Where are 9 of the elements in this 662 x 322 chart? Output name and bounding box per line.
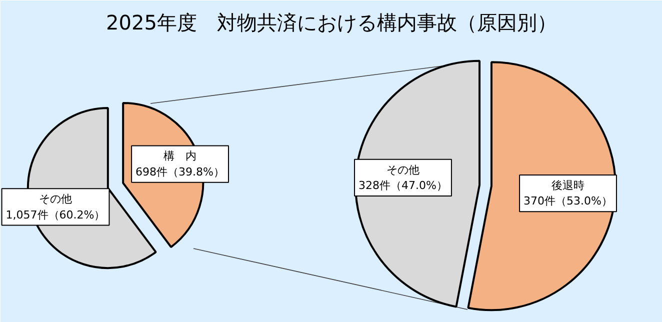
slice-label: その他 [39,192,72,206]
data-label: 1,057件（60.2%） [6,208,106,222]
text: 2025年度 対物共済における構内事故（原因別） [106,10,557,34]
slice-label: 構 内 [164,150,197,163]
slice-label: その他 [386,163,420,176]
slice-label: 後退時 [552,179,585,192]
data-label: 698件（39.8%） [136,165,225,178]
data-label: 328件（47.0%） [358,178,448,192]
data-label: 370件（53.0%） [524,194,612,208]
